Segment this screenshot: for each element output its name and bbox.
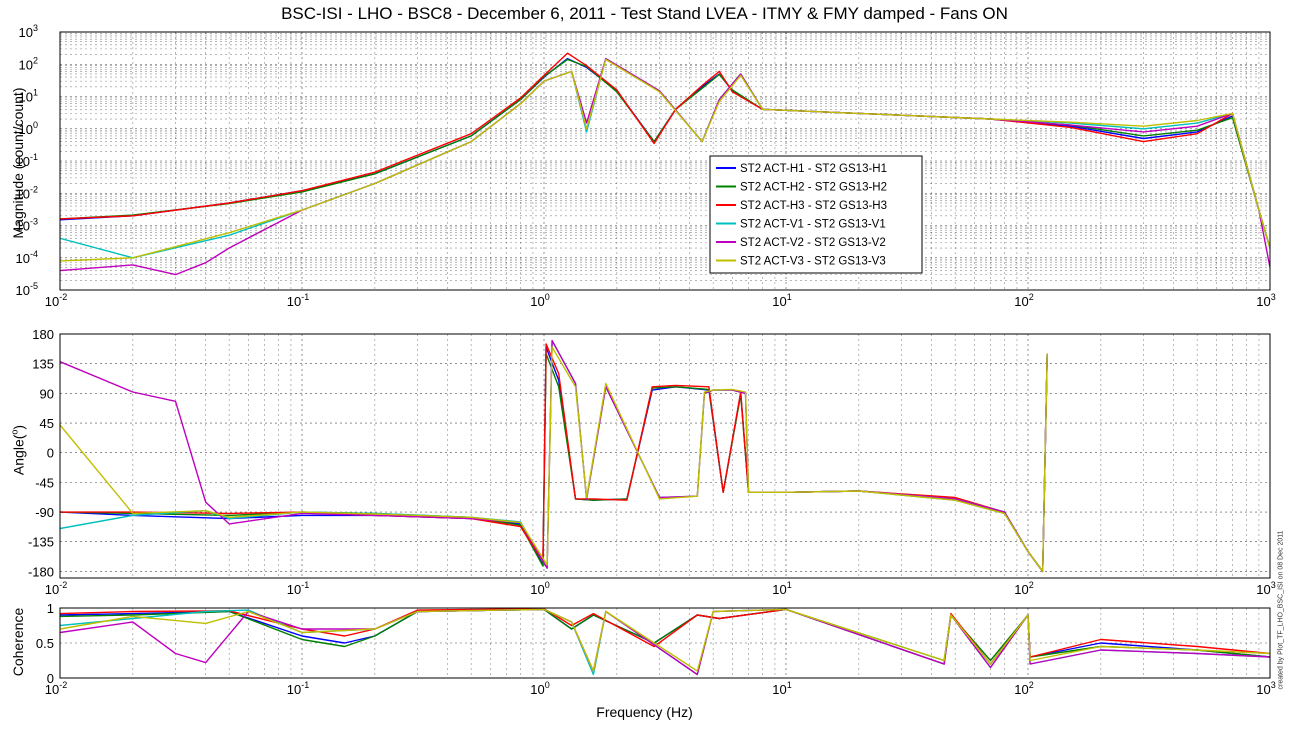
angle-x-tick-exponent: -1 (301, 580, 309, 590)
legend-entry-label: ST2 ACT-H3 - ST2 GS13-H3 (740, 200, 887, 212)
coherence-series-group (60, 608, 1270, 676)
legend-entry-label: ST2 ACT-H2 - ST2 GS13-H2 (740, 182, 887, 194)
coherence-x-tick-exponent: 2 (1029, 680, 1034, 690)
legend-box (709, 155, 923, 274)
magnitude-y-tick-label: 10-5 (16, 281, 38, 298)
magnitude-x-tick-exponent: 2 (1029, 292, 1034, 302)
magnitude-x-tick-label: 100 (530, 292, 549, 309)
angle-y-tick-label: 135 (32, 357, 54, 372)
magnitude-y-tick-exponent: -1 (30, 152, 38, 162)
coherence-panel: 1 0 -2 10-1 100 101 102 103 0 0.5 1 (36, 601, 1276, 697)
magnitude-y-tick-exponent: 0 (33, 120, 38, 130)
coherence-x-tick-label: 103 (1256, 680, 1275, 697)
legend: ST2 ACT-H1 - ST2 GS13-H1 ST2 ACT-H2 - ST2… (709, 155, 923, 274)
magnitude-frame (59, 31, 1271, 291)
credit-text: created by Plot_TF_LHO_BSC_ISI on 08 Dec… (1277, 530, 1285, 690)
angle-x-tick-exponent: -2 (59, 580, 67, 590)
magnitude-x-tick-label: 102 (1014, 292, 1033, 309)
magnitude-series-line-6 (60, 58, 1270, 262)
angle-plot-area (60, 334, 1270, 578)
magnitude-x-tick-label: 101 (772, 292, 791, 309)
magnitude-y-tick-exponent: -4 (30, 249, 38, 259)
angle-y-tick-label: 45 (40, 416, 54, 431)
magnitude-y-tick-exponent: -2 (30, 184, 38, 194)
magnitude-series-group (60, 52, 1270, 276)
angle-x-tick-exponent: 2 (1029, 580, 1034, 590)
coherence-x-tick-exponent: 0 (545, 680, 550, 690)
angle-y-tick-label: -135 (28, 535, 54, 550)
legend-entry-label: ST2 ACT-V2 - ST2 GS13-V2 (740, 237, 886, 249)
angle-axis-label: Angle(o) (10, 425, 27, 475)
coherence-x-tick-label: 101 (772, 680, 791, 697)
coherence-frame (59, 607, 1271, 679)
angle-x-tick-label: 10-1 (287, 580, 309, 597)
angle-y-tick-label: -180 (28, 564, 54, 579)
magnitude-panel: 10-2 10-1 100 101 102 10310-510-410-310-210-1… (16, 23, 1276, 309)
magnitude-y-tick-exponent: 1 (33, 88, 38, 98)
magnitude-y-tick-label: 10-4 (16, 249, 38, 266)
plot-title: BSC-ISI - LHO - BSC8 - December 6, 2011 … (281, 4, 1008, 23)
angle-x-tick-exponent: 3 (1271, 580, 1276, 590)
magnitude-x-tick-exponent: -2 (59, 292, 67, 302)
coherence-x-tick-label: 102 (1014, 680, 1033, 697)
angle-series-line-6 (60, 346, 1048, 573)
angle-y-tick-label: -45 (35, 475, 54, 490)
angle-y-tick-label: -90 (35, 505, 54, 520)
magnitude-y-tick-exponent: 3 (33, 23, 38, 33)
angle-axis-label-text: Angle( (10, 434, 27, 476)
degree-symbol: o (9, 429, 20, 435)
magnitude-x-tick-exponent: 3 (1271, 292, 1276, 302)
magnitude-x-tick-exponent: 1 (787, 292, 792, 302)
magnitude-x-tick-exponent: 0 (545, 292, 550, 302)
angle-x-tick-label: 10-2 (45, 580, 67, 597)
angle-y-tick-label: 0 (47, 446, 54, 461)
magnitude-x-tick-exponent: -1 (301, 292, 309, 302)
magnitude-y-tick-label: 103 (19, 23, 38, 40)
angle-x-tick-exponent: 1 (787, 580, 792, 590)
coherence-x-tick-exponent: 1 (787, 680, 792, 690)
coherence-x-tick-exponent: 3 (1271, 680, 1276, 690)
magnitude-y-tick-exponent: -3 (30, 217, 38, 227)
legend-entry-label: ST2 ACT-H1 - ST2 GS13-H1 (740, 163, 887, 175)
magnitude-x-tick-label: 10-2 (45, 292, 67, 309)
coherence-axis-label: Coherence (10, 607, 26, 677)
magnitude-axis-label: Magnitude (count/count) (10, 87, 26, 239)
angle-axis-label-close: ) (10, 424, 27, 430)
angle-frame (59, 333, 1271, 579)
coherence-x-tick-exponent: -2 (59, 680, 67, 690)
angle-y-tick-label: 90 (40, 386, 54, 401)
x-axis-label: Frequency (Hz) (596, 704, 693, 720)
angle-x-tick-label: 103 (1256, 580, 1275, 597)
magnitude-y-tick-exponent: -5 (30, 281, 38, 291)
angle-x-tick-label: 102 (1014, 580, 1033, 597)
angle-x-tick-label: 100 (530, 580, 549, 597)
coherence-y-tick-label: 1 (47, 601, 54, 616)
angle-panel: 10-2 10-1 100 101 102 103-180-135-90-45045901… (28, 327, 1276, 597)
magnitude-x-tick-label: 10-1 (287, 292, 309, 309)
legend-entry-label: ST2 ACT-V1 - ST2 GS13-V1 (740, 219, 886, 231)
magnitude-y-tick-exponent: 2 (33, 55, 38, 65)
coherence-x-tick-label: 10-1 (287, 680, 309, 697)
magnitude-x-tick-label: 103 (1256, 292, 1275, 309)
angle-series-group (60, 339, 1048, 573)
magnitude-y-tick-label: 102 (19, 55, 38, 72)
magnitude-series-line-5 (60, 57, 1270, 276)
angle-y-tick-label: 180 (32, 327, 54, 342)
legend-entry-label: ST2 ACT-V3 - ST2 GS13-V3 (740, 256, 886, 268)
angle-x-tick-exponent: 0 (545, 580, 550, 590)
angle-x-tick-label: 101 (772, 580, 791, 597)
coherence-x-tick-label: 100 (530, 680, 549, 697)
coherence-y-tick-label: 0 (47, 671, 54, 686)
coherence-x-tick-exponent: -1 (301, 680, 309, 690)
coherence-y-tick-label: 0.5 (36, 636, 54, 651)
coherence-series-line-6 (60, 608, 1270, 672)
